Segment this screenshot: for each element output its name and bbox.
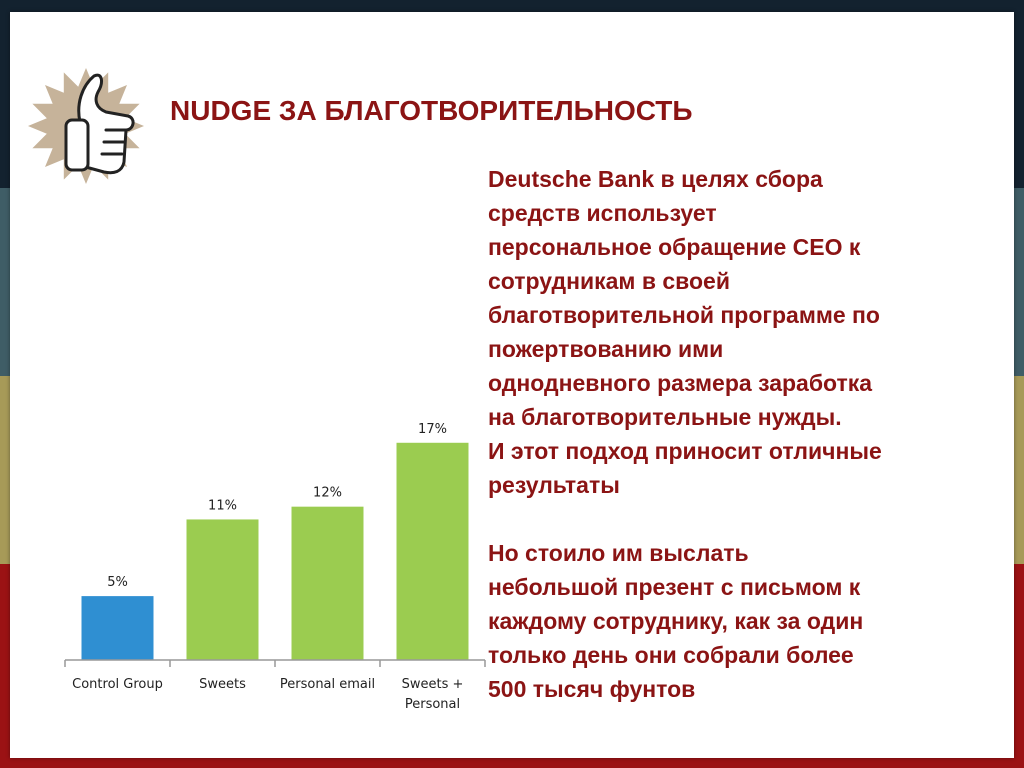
description-line: каждому сотруднику, как за один: [488, 608, 864, 634]
bar: [396, 442, 469, 660]
paragraph-gap: [488, 502, 988, 536]
data-label: 11%: [208, 498, 237, 513]
description-line: только день они собрали более: [488, 642, 854, 668]
category-label: Control Group: [72, 677, 163, 692]
slide: [10, 12, 1014, 758]
description-line: небольшой презент с письмом к: [488, 574, 861, 600]
bar: [186, 519, 259, 660]
thumbs-up-icon: [28, 68, 144, 184]
description-line: 500 тысяч фунтов: [488, 676, 696, 702]
description-paragraph-2: Но стоило им выслать небольшой презент с …: [488, 536, 988, 706]
slide-title: NUDGE ЗА БЛАГОТВОРИТЕЛЬНОСТЬ: [170, 95, 693, 126]
description-line: однодневного размера заработка: [488, 370, 873, 396]
data-label: 5%: [107, 575, 128, 590]
category-label: Personal email: [280, 677, 375, 692]
description-line: персональное обращение СЕО к: [488, 234, 861, 260]
description-line: Но стоило им выслать: [488, 540, 749, 566]
category-label: Sweets +: [402, 677, 464, 692]
bar-chart: 5% Control Group 11% Sweets 12% Personal emai…: [64, 422, 486, 712]
bar: [81, 596, 154, 660]
data-label: 12%: [313, 486, 342, 501]
description-line: пожертвованию ими: [488, 336, 724, 362]
description-line: сотрудникам в своей: [488, 268, 730, 294]
description-text: Deutsche Bank в целях сбора средств испол…: [488, 162, 988, 706]
description-line: И этот подход приносит отличные: [488, 438, 882, 464]
description-line: на благотворительные нужды.: [488, 404, 842, 430]
description-line: Deutsche Bank в целях сбора: [488, 166, 823, 192]
data-label: 17%: [418, 422, 447, 437]
description-line: благотворительной программе по: [488, 302, 880, 328]
description-line: результаты: [488, 472, 620, 498]
category-label: Sweets: [199, 677, 246, 692]
description-paragraph-1: Deutsche Bank в целях сбора средств испол…: [488, 162, 988, 502]
description-line: средств использует: [488, 200, 717, 226]
category-label: Personal: [405, 697, 460, 712]
bar: [291, 506, 364, 660]
